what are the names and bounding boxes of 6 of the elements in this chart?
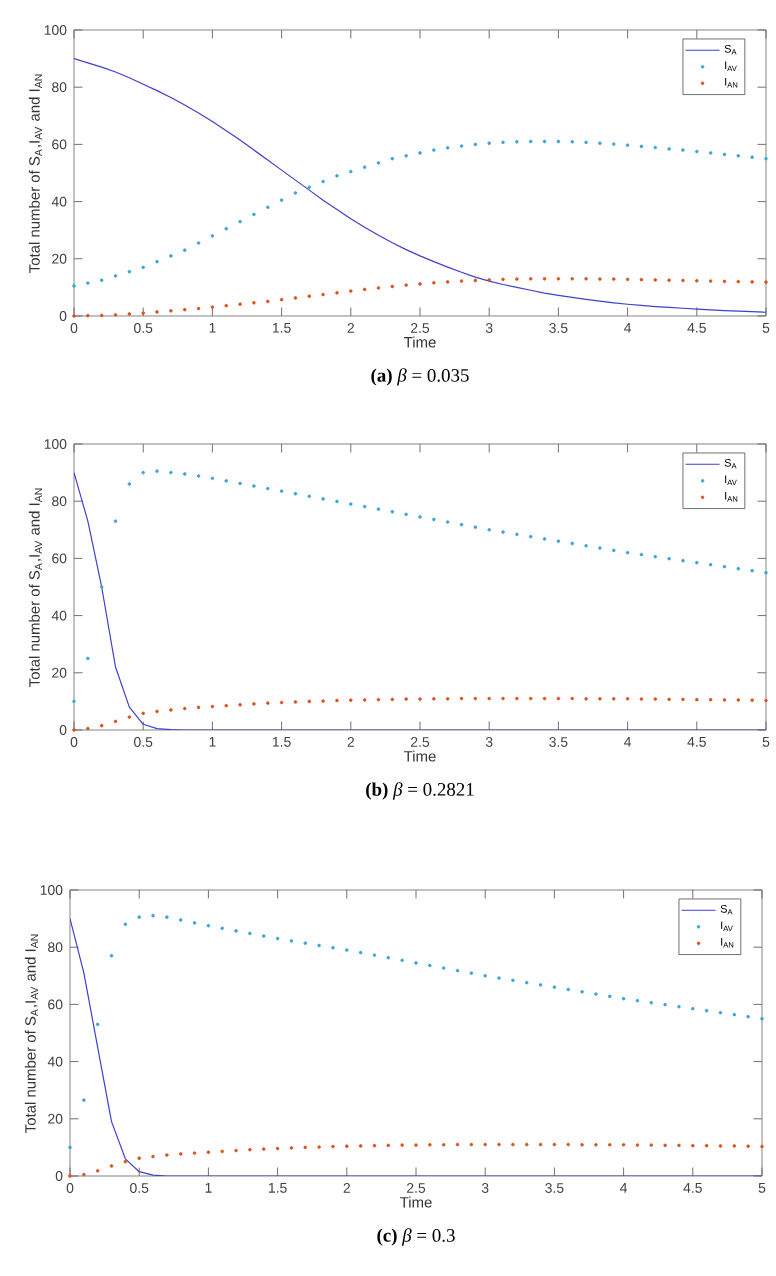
line-series <box>73 471 766 730</box>
text: (c) β = 0.3 <box>377 1228 455 1246</box>
line-series <box>73 57 766 313</box>
text: (b) β = 0.2821 <box>365 782 474 800</box>
line-series <box>69 917 762 1176</box>
text: (a) β = 0.035 <box>371 368 469 386</box>
